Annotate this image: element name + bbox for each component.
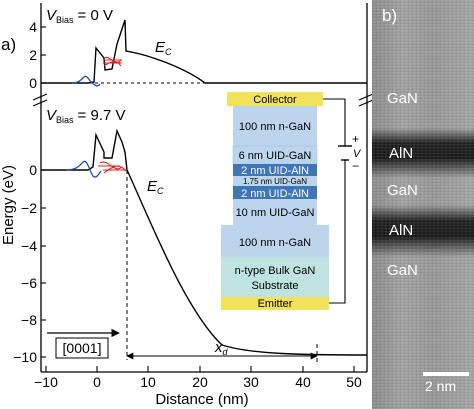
- layer-label: 6 nm UID-GaN: [239, 150, 312, 162]
- layer-n-gan-top: [233, 106, 317, 146]
- ec-top-label: EC: [155, 39, 172, 57]
- layer-label: n-type Bulk GaN: [235, 265, 316, 277]
- layer-label: 1.75 nm UID-GaN: [243, 177, 307, 186]
- layer-uid-gan-10nm: [233, 199, 317, 225]
- tem-layer-label: GaN: [387, 182, 418, 199]
- resonant-states-bottom: [98, 161, 127, 174]
- x-tick-label: 50: [346, 374, 362, 390]
- x-tick-label: 0: [93, 374, 101, 390]
- layer-uid-gan-175nm: [233, 176, 317, 186]
- tem-image: b) GaN AlN GaN AlN GaN 2 nm: [372, 0, 474, 409]
- ec-bottom-label: EC: [147, 178, 164, 196]
- y-axis-label: Energy (eV): [0, 165, 17, 245]
- vbias-top-label: VBias = 0 V: [46, 7, 113, 25]
- direction-label-box: [55, 337, 109, 359]
- scale-bar: [423, 372, 469, 376]
- axis-break-marks: [32, 93, 374, 107]
- electron-wave-top: [71, 75, 101, 87]
- y-tick-label: 2: [29, 47, 37, 63]
- x-ticks: [45, 366, 355, 372]
- layer-label: Collector: [253, 94, 297, 106]
- layer-label: 2 nm UID-AlN: [241, 188, 309, 200]
- y-tick-label: −10: [13, 349, 37, 365]
- tem-layer-label: GaN: [387, 90, 418, 107]
- y-tick-label: −2: [21, 200, 37, 216]
- y-tick-label: −8: [21, 312, 37, 328]
- y-tick-label: −6: [21, 275, 37, 291]
- y-tick-label: 0: [29, 162, 37, 178]
- x-tick-label: 40: [295, 374, 311, 390]
- voltage-source-minus: −: [352, 159, 359, 173]
- y-tick-label: −4: [21, 238, 37, 254]
- layer-label: 100 nm n-GaN: [239, 237, 311, 249]
- layer-label: 100 nm n-GaN: [239, 121, 311, 133]
- layer-label: Substrate: [251, 280, 298, 292]
- direction-label: [0001]: [63, 340, 102, 356]
- panel-b-label: b): [382, 6, 398, 25]
- tem-layer-label: GaN: [387, 262, 418, 279]
- electron-wave-bottom: [65, 160, 102, 178]
- y-tick-label: 4: [29, 19, 37, 35]
- layer-label: Emitter: [258, 298, 293, 310]
- panel-a-label: a): [1, 35, 16, 54]
- aln-band-dark: [372, 128, 474, 178]
- aln-band-dark: [372, 205, 474, 257]
- tem-layer-label: AlN: [389, 145, 414, 162]
- vbias-bottom-label: VBias = 9.7 V: [46, 107, 125, 125]
- tem-texture: [372, 0, 474, 409]
- x-tick-label: 30: [243, 374, 259, 390]
- layer-n-gan-bottom: [221, 225, 329, 257]
- voltage-source-label: V: [353, 148, 362, 160]
- layer-stack-inset: Collector 100 nm n-GaN 6 nm UID-GaN 2 nm…: [221, 92, 329, 310]
- tem-layer-label: AlN: [389, 222, 414, 239]
- x-tick-label: 10: [140, 374, 156, 390]
- y-tick-label: 0: [29, 75, 37, 91]
- layer-label: 10 nm UID-GaN: [236, 207, 315, 219]
- y-ticks: [41, 26, 46, 358]
- depletion-width-label: xd: [214, 339, 229, 357]
- scale-bar-label: 2 nm: [425, 378, 457, 394]
- layer-uid-aln-2: [233, 186, 317, 199]
- layer-uid-aln-1: [233, 164, 317, 176]
- resonant-states-top: [103, 56, 122, 67]
- layer-substrate: [221, 257, 329, 297]
- voltage-source-plus: +: [352, 132, 359, 146]
- x-axis-label: Distance (nm): [155, 391, 248, 408]
- layer-emitter: [221, 297, 329, 310]
- x-tick-label: 20: [192, 374, 208, 390]
- conduction-band-top: [41, 19, 367, 84]
- axes-frame: [40, 3, 368, 373]
- layer-collector: [227, 92, 323, 106]
- x-tick-label: −10: [34, 374, 58, 390]
- bias-circuit: [323, 98, 352, 304]
- layer-label: 2 nm UID-AlN: [241, 165, 309, 177]
